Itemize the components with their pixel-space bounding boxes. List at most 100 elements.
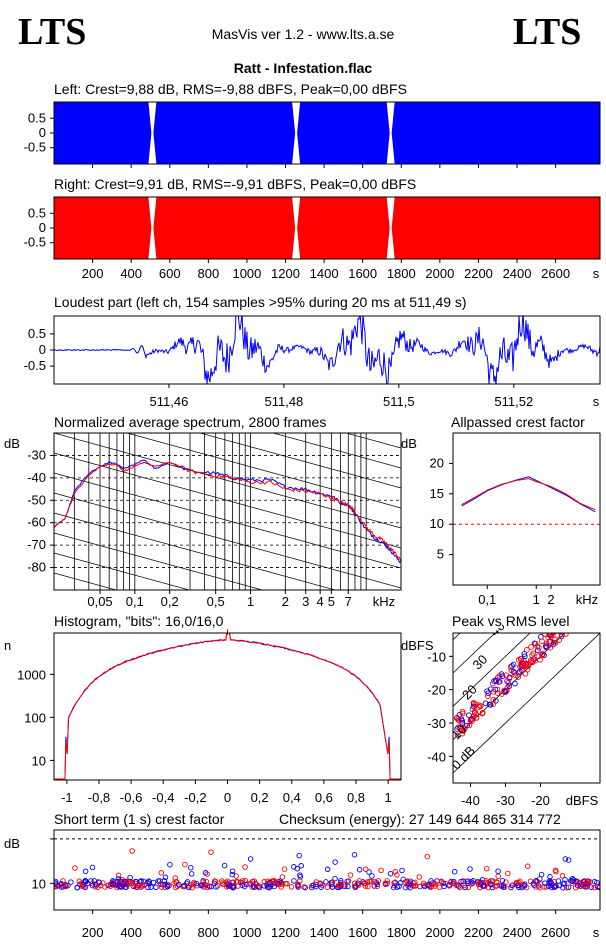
peak-rms-point xyxy=(577,622,582,627)
peak-rms-xtick-label-1: -30 xyxy=(496,793,515,808)
short-crest-point xyxy=(561,880,568,887)
short-crest-point xyxy=(72,865,78,871)
histogram-xtick-label-7: 0,4 xyxy=(283,790,301,805)
short-crest-point xyxy=(432,881,439,887)
spectrum-slope-20 xyxy=(54,552,191,590)
short-crest-point xyxy=(282,880,289,887)
short-crest-point xyxy=(116,881,122,887)
short-crest-point xyxy=(547,874,553,880)
short-crest-point xyxy=(202,870,209,876)
short-crest-point xyxy=(212,878,218,884)
short-crest-plot-area xyxy=(54,848,600,891)
peak-rms-point xyxy=(593,622,598,627)
short-crest-point xyxy=(213,884,219,890)
short-crest-point xyxy=(97,882,104,889)
peak-rms-point xyxy=(459,730,466,737)
short-crest-point xyxy=(351,851,358,858)
peak-rms-point xyxy=(525,663,532,669)
short-crest-point xyxy=(533,877,539,884)
right-waveform-xtick-label-8: 1800 xyxy=(387,266,416,281)
short-crest-point xyxy=(310,882,317,888)
spectrum-slope-18 xyxy=(54,512,337,590)
peak-rms-point xyxy=(563,625,568,630)
peak-rms-point xyxy=(576,622,581,627)
peak-rms-point xyxy=(492,686,499,693)
short-crest-point xyxy=(521,883,528,889)
peak-rms-plot-area xyxy=(453,622,600,774)
spectrum-xtick-label-2: 0,2 xyxy=(161,594,179,609)
histogram-left-line xyxy=(54,633,401,780)
peak-rms-point xyxy=(578,622,583,627)
right-waveform-ytick-label-1: 0 xyxy=(39,220,46,235)
loudest-signal-line xyxy=(54,316,600,384)
short-crest-point xyxy=(266,884,272,891)
peak-rms-point xyxy=(559,622,564,627)
peak-rms-point xyxy=(585,622,590,627)
short-crest-point xyxy=(345,883,351,890)
peak-rms-point xyxy=(569,624,574,629)
spectrum-slope-14 xyxy=(54,433,401,529)
short-crest-point xyxy=(399,867,405,874)
spectrum-ytick-label-1: -40 xyxy=(27,470,46,485)
peak-rms-point xyxy=(579,622,584,627)
peak-rms-point xyxy=(503,672,510,679)
short-crest-point xyxy=(329,884,335,890)
peak-rms-ylabel: dBFS xyxy=(401,638,434,653)
short-crest-point xyxy=(242,864,248,870)
peak-rms-point xyxy=(593,622,598,627)
spectrum-ylabel: dB xyxy=(4,436,20,451)
short-crest-point xyxy=(158,884,165,890)
peak-rms-point xyxy=(565,622,570,627)
peak-rms-point xyxy=(510,661,517,668)
peak-rms-point xyxy=(542,643,549,649)
crest-right-line xyxy=(461,478,596,511)
short-crest-point xyxy=(224,878,231,884)
short-crest-point xyxy=(188,871,195,877)
short-crest-point xyxy=(291,864,297,870)
right-waveform-xtick-label-12: 2600 xyxy=(541,266,570,281)
histogram-xtick-label-6: 0,2 xyxy=(251,790,269,805)
short-crest-point xyxy=(361,880,368,886)
logo-right: LTS xyxy=(513,11,582,53)
spectrum-xtick-label-1: 0,1 xyxy=(126,594,144,609)
short-crest-point xyxy=(347,872,354,878)
peak-rms-diag-label-0: 40 xyxy=(487,618,508,639)
peak-rms-point xyxy=(504,684,511,691)
short-crest-point xyxy=(475,881,482,888)
peak-rms-ytick-label-2: -30 xyxy=(427,716,446,731)
spectrum-title: Normalized average spectrum, 2800 frames xyxy=(54,414,327,430)
peak-rms-point xyxy=(565,622,570,627)
peak-rms-xtick-label-2: -20 xyxy=(531,793,550,808)
short-crest-point xyxy=(551,884,558,890)
peak-rms-point xyxy=(561,622,566,627)
peak-rms-point xyxy=(546,638,552,645)
peak-rms-point xyxy=(472,709,478,715)
short-crest-point xyxy=(212,878,219,885)
peak-rms-point xyxy=(577,622,582,627)
peak-rms-point xyxy=(555,625,560,630)
spectrum-xtick-label-5: 2 xyxy=(282,594,289,609)
short-crest-point xyxy=(204,871,210,877)
peak-rms-point xyxy=(574,622,579,627)
peak-rms-point xyxy=(586,622,591,627)
logo-left: LTS xyxy=(18,11,87,53)
peak-rms-point xyxy=(501,687,508,694)
peak-rms-point xyxy=(516,668,523,675)
peak-rms-point xyxy=(530,650,537,657)
crest-xunit: kHz xyxy=(576,592,598,607)
short-crest-point xyxy=(288,884,295,890)
peak-rms-point xyxy=(502,688,508,695)
short-crest-point xyxy=(63,883,69,890)
short-crest-point xyxy=(542,880,548,886)
peak-rms-point xyxy=(564,622,569,627)
right-waveform-xtick-label-10: 2200 xyxy=(464,266,493,281)
peak-rms-point xyxy=(494,686,501,693)
histogram-ylabel: n xyxy=(4,638,11,653)
crest-ytick-label-0: 20 xyxy=(430,455,444,470)
short-crest-point xyxy=(324,884,331,890)
peak-rms-point xyxy=(557,622,562,627)
short-crest-point xyxy=(204,884,211,891)
short-crest-point xyxy=(519,884,525,891)
short-crest-point xyxy=(165,881,171,888)
short-crest-point xyxy=(480,882,487,889)
